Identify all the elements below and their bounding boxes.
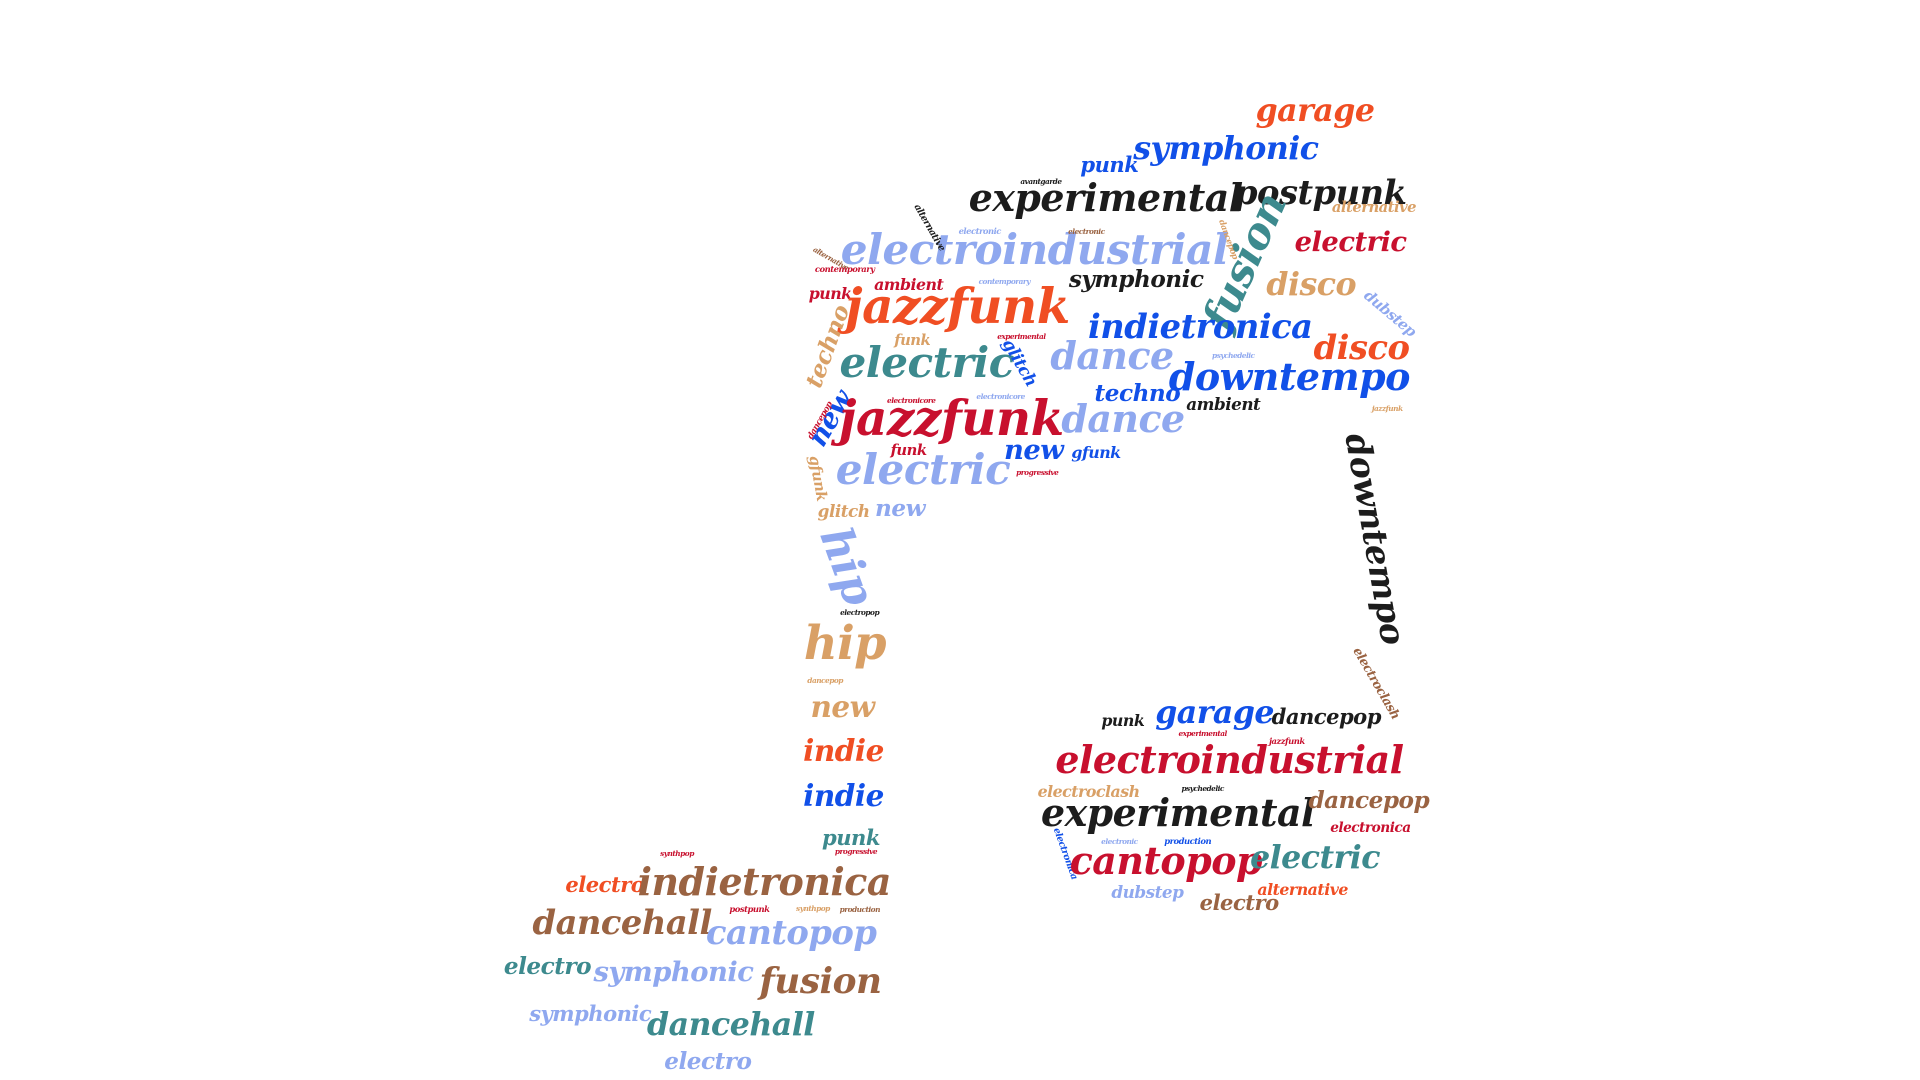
- word-synthpop: synthpop: [660, 848, 694, 858]
- word-new: new: [810, 689, 875, 725]
- word-cantopop: cantopop: [706, 912, 877, 953]
- word-funk: funk: [890, 442, 927, 460]
- word-electroindustrial: electroindustrial: [1055, 737, 1404, 783]
- word-ambient: ambient: [874, 275, 944, 295]
- word-postpunk: postpunk: [729, 903, 770, 914]
- word-glitch: glitch: [817, 501, 870, 522]
- word-electroindustrial: electroindustrial: [840, 223, 1229, 274]
- word-dance: dance: [1061, 395, 1185, 441]
- word-gfunk: gfunk: [1071, 443, 1121, 463]
- word-dancehall: dancehall: [647, 1005, 815, 1043]
- word-downtempo: downtempo: [1168, 354, 1411, 400]
- word-indietronica: indietronica: [637, 858, 892, 904]
- word-experimental: experimental: [997, 332, 1046, 342]
- word-electronic: electronic: [958, 226, 1002, 237]
- word-symphonic: symphonic: [1068, 265, 1204, 293]
- word-electronicore: electronicore: [887, 395, 936, 405]
- word-cantopop: cantopop: [1069, 837, 1263, 883]
- word-psychedelic: psychedelic: [1181, 784, 1224, 794]
- word-contemporary: contemporary: [978, 277, 1031, 287]
- word-new: new: [1003, 434, 1064, 467]
- word-symphonic: symphonic: [1133, 130, 1319, 168]
- word-electronicore: electronicore: [976, 392, 1025, 402]
- word-electro: electro: [664, 1048, 752, 1076]
- word-alternative: alternative: [1257, 880, 1348, 900]
- word-electric: electric: [1294, 225, 1407, 258]
- word-electro: electro: [565, 871, 645, 897]
- word-electroclash: electroclash: [1037, 782, 1141, 802]
- word-postpunk: postpunk: [1234, 172, 1407, 213]
- word-electronic: electronic: [1101, 836, 1138, 846]
- word-funk: funk: [894, 332, 931, 350]
- word-experimental: experimental: [1040, 790, 1315, 836]
- word-psychedelic: psychedelic: [1212, 350, 1255, 360]
- word-contemporary: contemporary: [814, 264, 875, 275]
- word-electro: electro: [1199, 889, 1279, 915]
- word-garage: garage: [1255, 92, 1375, 130]
- word-progressive: progressive: [1016, 468, 1059, 478]
- word-hip: hip: [809, 520, 886, 612]
- word-punk: punk: [1080, 151, 1139, 177]
- word-dancepop: dancepop: [807, 676, 843, 686]
- word-dancepop: dancepop: [1271, 703, 1382, 729]
- word-punk: punk: [808, 283, 852, 303]
- word-progressive: progressive: [834, 846, 878, 856]
- word-electropop: electropop: [840, 607, 880, 617]
- word-experimental: experimental: [968, 175, 1243, 221]
- word-symphonic: symphonic: [593, 955, 754, 988]
- word-dancehall: dancehall: [532, 902, 713, 943]
- word-production: production: [839, 905, 881, 915]
- word-electronica: electronica: [1330, 819, 1411, 836]
- word-jazzfunk: jazzfunk: [1268, 735, 1305, 746]
- word-indietronica: indietronica: [1088, 305, 1313, 346]
- word-indie: indie: [803, 733, 884, 769]
- word-punk: punk: [822, 825, 880, 851]
- word-disco: disco: [1313, 326, 1410, 367]
- word-ambient: ambient: [1186, 393, 1261, 414]
- word-jazzfunk: jazzfunk: [845, 279, 1070, 336]
- word-dancepop: dancepop: [1308, 787, 1430, 815]
- word-electric: electric: [839, 337, 1014, 388]
- word-new: new: [875, 494, 926, 522]
- word-alternative: alternative: [1331, 198, 1417, 216]
- word-jazzfunk: jazzfunk: [1371, 404, 1403, 414]
- word-experimental: experimental: [1178, 728, 1227, 738]
- word-downtempo: downtempo: [1337, 429, 1415, 648]
- word-production: production: [1164, 836, 1212, 847]
- word-electronic: electronic: [1068, 226, 1105, 236]
- word-hip: hip: [803, 614, 887, 670]
- word-symphonic: symphonic: [529, 1001, 652, 1027]
- word-punk: punk: [1101, 711, 1145, 731]
- word-techno: techno: [1094, 379, 1181, 407]
- word-indie: indie: [803, 778, 884, 814]
- word-synthpop: synthpop: [796, 904, 830, 914]
- word-jazzfunk: jazzfunk: [838, 390, 1064, 447]
- word-electric: electric: [1250, 839, 1380, 877]
- word-garage: garage: [1155, 693, 1274, 731]
- word-avantgarde: avantgarde: [1020, 176, 1062, 186]
- word-electro: electro: [503, 952, 592, 980]
- word-gfunk: gfunk: [805, 454, 830, 503]
- word-dance: dance: [1050, 333, 1174, 379]
- word-disco: disco: [1266, 266, 1357, 304]
- word-fusion: fusion: [759, 960, 882, 1003]
- word-dubstep: dubstep: [1111, 882, 1184, 903]
- word-electric: electric: [835, 443, 1011, 494]
